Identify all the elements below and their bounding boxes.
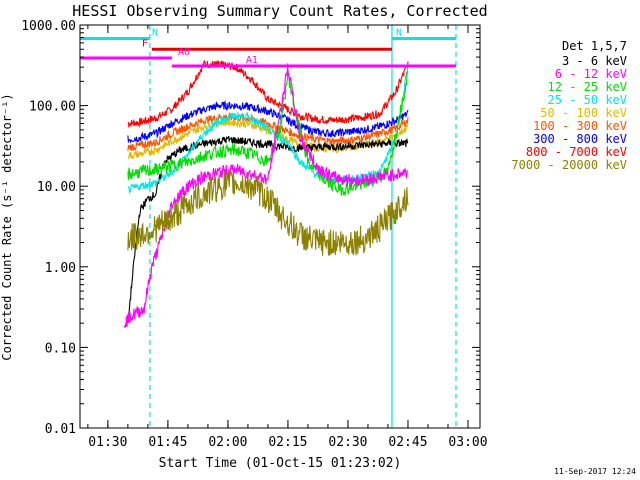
legend-entry: 25 - 50 keV — [548, 93, 627, 107]
y-tick-label: 100.00 — [29, 100, 76, 115]
state-bar-label: N — [152, 27, 158, 38]
legend-title: Det 1,5,7 — [562, 39, 627, 53]
legend-entry: 800 - 7000 keV — [526, 145, 627, 159]
legend-entry: 50 - 100 keV — [540, 106, 627, 120]
x-tick-label: 02:45 — [388, 435, 427, 450]
series-line — [127, 111, 409, 152]
y-tick-label: 10.00 — [37, 180, 76, 195]
y-tick-label: 1000.00 — [21, 19, 76, 34]
x-tick-label: 01:45 — [148, 435, 187, 450]
legend-entry: 300 - 800 keV — [533, 132, 627, 146]
legend-entry: 6 - 12 keV — [555, 67, 627, 81]
timestamp: 11-Sep-2017 12:24 — [554, 467, 636, 476]
series-line — [127, 99, 409, 144]
legend-entry: 7000 - 20000 keV — [511, 158, 627, 172]
x-tick-label: 03:00 — [448, 435, 487, 450]
y-tick-label: 0.10 — [45, 341, 76, 356]
x-tick-label: 02:15 — [268, 435, 307, 450]
x-axis-label: Start Time (01-Oct-15 01:23:02) — [159, 456, 402, 471]
series-line — [127, 59, 409, 129]
x-tick-label: 02:00 — [208, 435, 247, 450]
chart-title: HESSI Observing Summary Count Rates, Cor… — [72, 2, 487, 20]
y-axis-label: Corrected Count Rate (s⁻¹ detector⁻¹) — [0, 93, 14, 360]
series-line — [127, 135, 409, 323]
plot-frame — [79, 24, 481, 429]
legend-entry: 3 - 6 keV — [562, 54, 627, 68]
series-line — [123, 63, 408, 329]
series-line — [127, 64, 409, 195]
x-tick-label: 01:30 — [88, 435, 127, 450]
state-bar-label: N — [396, 27, 402, 38]
series-line — [127, 170, 409, 256]
state-bar-label: A0 — [178, 47, 190, 58]
series-line — [127, 67, 409, 197]
y-tick-label: 0.01 — [45, 422, 76, 437]
y-tick-label: 1.00 — [45, 261, 76, 276]
x-tick-label: 02:30 — [328, 435, 367, 450]
state-bar-label: A1 — [246, 55, 258, 66]
legend-entry: 100 - 300 keV — [533, 119, 627, 133]
state-bar-label: F — [142, 38, 148, 49]
legend-entry: 12 - 25 keV — [548, 80, 627, 94]
